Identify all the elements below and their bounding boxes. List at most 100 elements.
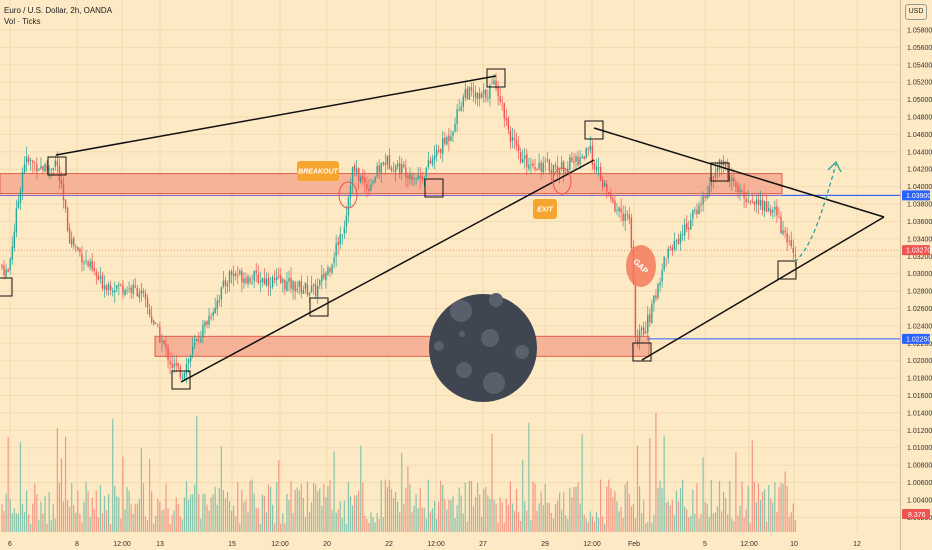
moon-crater — [459, 331, 465, 337]
candle-body — [30, 160, 32, 162]
volume-bar — [749, 523, 751, 532]
candle-body — [468, 86, 471, 100]
candle-body — [706, 195, 708, 199]
volume-bar — [395, 492, 397, 532]
volume-bar — [159, 501, 161, 532]
volume-bar — [665, 502, 667, 532]
candle-body — [585, 147, 587, 159]
volume-bar — [93, 508, 95, 532]
volume-bar — [333, 451, 335, 532]
volume-bar — [743, 517, 745, 532]
volume-bar — [583, 514, 585, 532]
candle-body — [530, 164, 532, 165]
volume-bar — [173, 510, 175, 532]
resistance-zone — [0, 173, 783, 195]
volume-bar — [128, 490, 130, 532]
volume-bar — [368, 522, 370, 532]
candle-body — [608, 191, 610, 194]
volume-bar — [602, 516, 604, 532]
price-tick-label: 1.03400 — [907, 236, 932, 243]
volume-bar — [448, 499, 450, 532]
volume-bar — [204, 493, 206, 532]
volume-bar — [269, 486, 272, 532]
volume-bar — [323, 483, 325, 532]
candle-body — [267, 277, 270, 286]
volume-bar — [142, 483, 145, 532]
candle-body — [196, 338, 198, 341]
volume-bar — [628, 493, 630, 532]
candle-body — [667, 248, 669, 258]
candle-body — [257, 274, 259, 283]
time-axis: 6 8 12:00 13 15 12:00 20 22 12:00 27 29 12:00 Feb 5 12… — [8, 541, 861, 548]
volume-bar — [169, 523, 171, 532]
time-tick-label: Feb — [628, 541, 640, 548]
volume-bar — [499, 497, 501, 532]
candle-body — [700, 203, 702, 206]
volume-bar — [620, 506, 622, 532]
volume-bar — [177, 504, 179, 532]
candle-body — [273, 278, 276, 280]
candle-body — [228, 271, 231, 283]
candle-body — [442, 138, 444, 155]
volume-bar — [433, 500, 436, 532]
volume-bar — [138, 499, 140, 532]
volume-bar — [446, 509, 448, 532]
annotation-labels: BREAKOUT EXIT GAP — [297, 161, 656, 287]
volume-bar — [526, 510, 528, 532]
candle-body — [259, 281, 261, 283]
candle-body — [317, 286, 319, 297]
candle-body — [747, 200, 749, 202]
price-marker — [902, 190, 930, 201]
candle-body — [464, 89, 466, 98]
candle-body — [753, 201, 756, 205]
volume-bar — [706, 504, 708, 532]
volume-bar — [315, 484, 317, 532]
volume-bar — [524, 501, 526, 532]
volume-bar — [657, 487, 659, 532]
volume-bar — [71, 483, 73, 532]
volume-bar — [321, 505, 323, 532]
volume-bar — [649, 438, 651, 532]
volume-bar — [397, 502, 399, 532]
candle-body — [415, 178, 417, 180]
candle-body — [200, 338, 202, 342]
volume-bar — [438, 502, 440, 532]
grid — [0, 0, 900, 533]
candle-body — [255, 270, 257, 273]
pivot-box — [584, 120, 604, 140]
volume-bar — [653, 515, 655, 532]
currency-button[interactable]: USD — [905, 4, 927, 20]
volume-bar — [146, 519, 149, 532]
time-tick-label: 6 — [8, 541, 12, 548]
volume-bar — [766, 521, 768, 532]
candle-body — [483, 90, 485, 95]
volume-bar — [192, 494, 194, 532]
volume-bar — [118, 497, 120, 532]
candle-body — [150, 315, 153, 322]
volume-bar — [60, 458, 63, 532]
volume-bar — [288, 499, 290, 532]
volume-bar — [284, 523, 286, 532]
volume-bar — [99, 485, 101, 532]
candle-body — [755, 199, 758, 205]
candle-body — [175, 362, 177, 366]
volume-bar — [587, 522, 589, 532]
volume-bar — [671, 500, 673, 532]
time-tick-label: 12:00 — [113, 541, 131, 548]
candle-body — [560, 161, 563, 170]
volume-bar — [239, 523, 241, 532]
candle-body — [310, 285, 313, 293]
volume-bar — [298, 490, 300, 532]
candle-body — [23, 164, 26, 173]
volume-bar — [669, 505, 671, 532]
volume-bar — [673, 515, 675, 532]
volume-bar — [768, 485, 770, 532]
volume-bar — [155, 515, 157, 532]
volume-bar — [13, 508, 15, 532]
volume-bar — [171, 514, 173, 532]
trend-line-upper — [55, 75, 497, 156]
candle-body — [355, 168, 358, 173]
volume-bar — [38, 520, 40, 532]
candle-body — [284, 280, 286, 290]
